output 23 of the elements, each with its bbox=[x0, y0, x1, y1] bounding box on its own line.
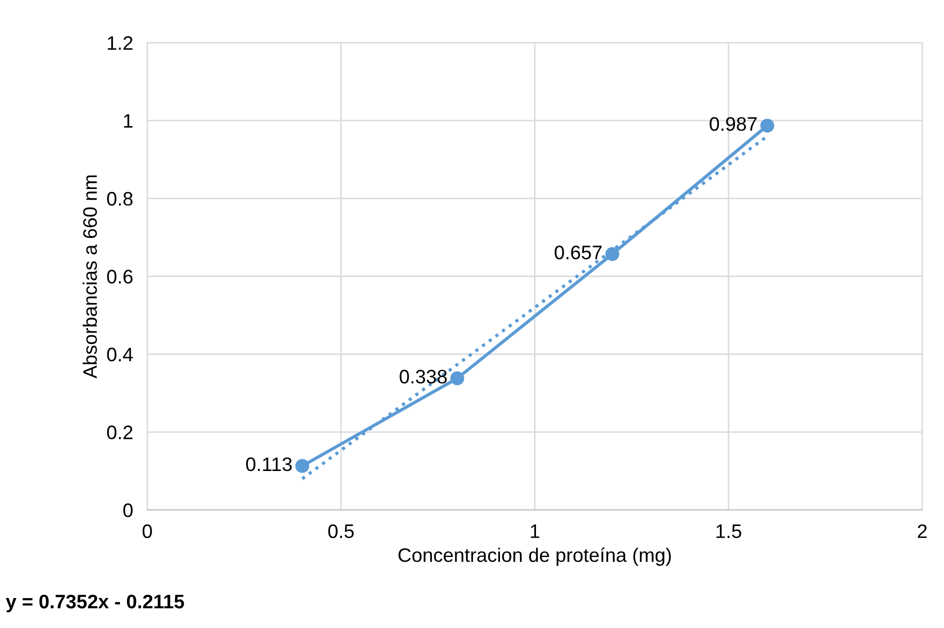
data-label: 0.987 bbox=[710, 117, 757, 131]
y-tick-label: 0.8 bbox=[107, 192, 133, 206]
y-tick-label: 1 bbox=[124, 114, 132, 128]
point bbox=[605, 247, 620, 262]
x-axis-title: Concentracion de proteína (mg) bbox=[398, 548, 671, 566]
x-tick-label: 0 bbox=[142, 524, 152, 538]
data-label: 0.338 bbox=[400, 370, 447, 384]
data-label: 0.657 bbox=[554, 246, 602, 260]
point bbox=[450, 371, 464, 386]
y-axis-title: Absorbancias a 660 nm bbox=[82, 175, 97, 378]
y-tick-label: 0 bbox=[123, 503, 133, 518]
point bbox=[760, 118, 774, 133]
data-label: 0.113 bbox=[246, 457, 292, 472]
x-tick-label: 1.5 bbox=[716, 524, 742, 538]
y-tick-label: 0.4 bbox=[107, 348, 133, 362]
x-tick-label: 2 bbox=[918, 524, 927, 538]
x-tick-label: 0.5 bbox=[328, 524, 354, 538]
x-tick-label: 1 bbox=[530, 524, 540, 538]
y-tick-label: 1.2 bbox=[108, 36, 132, 50]
point bbox=[295, 458, 310, 473]
text: y = 0.7352x - 0.2115 bbox=[6, 594, 184, 612]
y-tick-label: 0.6 bbox=[107, 270, 133, 284]
y-tick-label: 0.2 bbox=[107, 426, 132, 440]
